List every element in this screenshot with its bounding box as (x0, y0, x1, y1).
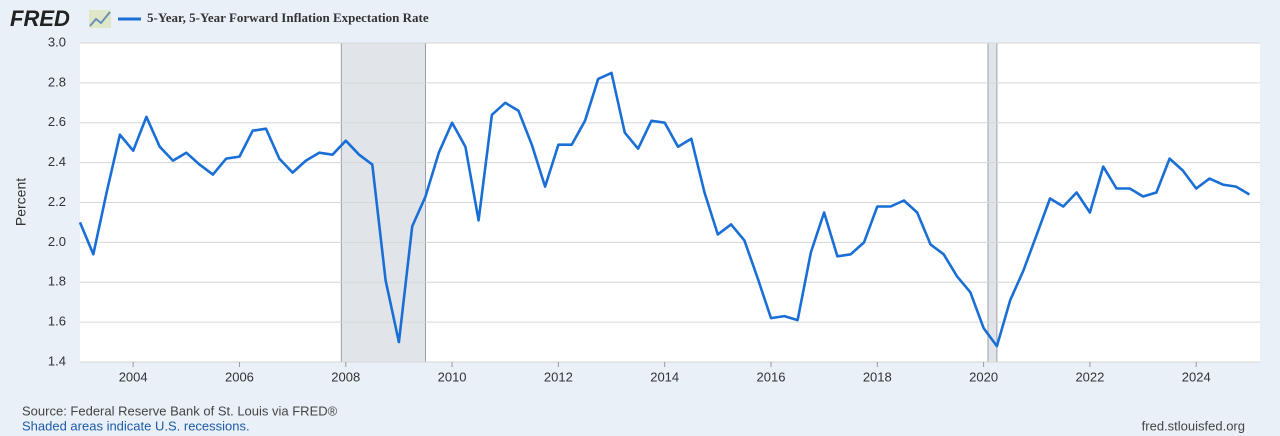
y-tick-label: 2.0 (48, 234, 66, 249)
y-tick-label: 2.4 (48, 154, 66, 169)
x-tick-label: 2004 (119, 369, 148, 384)
y-tick-label: 1.4 (48, 353, 66, 368)
source: Source: Federal Reserve Bank of St. Loui… (22, 403, 338, 418)
x-tick-label: 2018 (863, 369, 892, 384)
x-tick-label: 2020 (969, 369, 998, 384)
y-tick-label: 2.6 (48, 114, 66, 129)
y-tick-label: 1.8 (48, 274, 66, 289)
x-tick-label: 2014 (650, 369, 679, 384)
y-tick-label: 3.0 (48, 34, 66, 49)
x-tick-label: 2024 (1182, 369, 1211, 384)
site-link[interactable]: fred.stlouisfed.org (1142, 418, 1245, 433)
legend-label: 5-Year, 5-Year Forward Inflation Expecta… (147, 10, 429, 25)
x-tick-label: 2022 (1075, 369, 1104, 384)
x-tick-label: 2010 (438, 369, 467, 384)
logo[interactable]: FRED (10, 6, 70, 31)
y-axis-label: Percent (13, 178, 29, 226)
y-tick-label: 2.8 (48, 74, 66, 89)
x-tick-label: 2016 (757, 369, 786, 384)
y-tick-label: 1.6 (48, 314, 66, 329)
x-tick-label: 2006 (225, 369, 254, 384)
x-tick-label: 2008 (331, 369, 360, 384)
recession-note[interactable]: Shaded areas indicate U.S. recessions. (22, 418, 250, 433)
series-line (78, 71, 1251, 348)
y-tick-label: 2.2 (48, 194, 66, 209)
logo-icon (89, 10, 111, 28)
x-tick-label: 2012 (544, 369, 573, 384)
